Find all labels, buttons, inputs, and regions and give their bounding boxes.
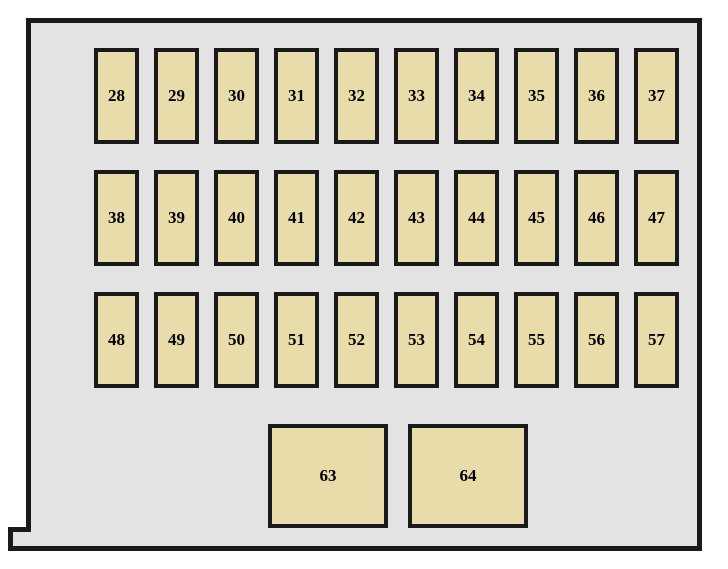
fuse-slot: 31 bbox=[274, 48, 319, 144]
fuse-slot: 29 bbox=[154, 48, 199, 144]
fuse-slot: 56 bbox=[574, 292, 619, 388]
fuse-slot: 38 bbox=[94, 170, 139, 266]
fuse-slot: 46 bbox=[574, 170, 619, 266]
fuse-box-panel: 28293031323334353637 38394041424344454647… bbox=[26, 18, 702, 551]
fuse-slot: 43 bbox=[394, 170, 439, 266]
fuse-slot: 39 bbox=[154, 170, 199, 266]
fuse-grid: 28293031323334353637 38394041424344454647… bbox=[94, 48, 679, 388]
fuse-slot: 34 bbox=[454, 48, 499, 144]
fuse-slot: 50 bbox=[214, 292, 259, 388]
fuse-slot: 49 bbox=[154, 292, 199, 388]
fuse-slot: 41 bbox=[274, 170, 319, 266]
fuse-slot: 47 bbox=[634, 170, 679, 266]
fuse-slot: 32 bbox=[334, 48, 379, 144]
fuse-slot: 48 bbox=[94, 292, 139, 388]
relay-slot: 63 bbox=[268, 424, 388, 528]
fuse-slot: 52 bbox=[334, 292, 379, 388]
fuse-slot: 33 bbox=[394, 48, 439, 144]
fuse-slot: 36 bbox=[574, 48, 619, 144]
fuse-slot: 57 bbox=[634, 292, 679, 388]
fuse-slot: 30 bbox=[214, 48, 259, 144]
fuse-slot: 44 bbox=[454, 170, 499, 266]
fuse-slot: 45 bbox=[514, 170, 559, 266]
panel-border-top bbox=[26, 18, 702, 23]
fuse-slot: 51 bbox=[274, 292, 319, 388]
fuse-slot: 42 bbox=[334, 170, 379, 266]
fuse-slot: 53 bbox=[394, 292, 439, 388]
fuse-slot: 55 bbox=[514, 292, 559, 388]
fuse-slot: 35 bbox=[514, 48, 559, 144]
fuse-slot: 28 bbox=[94, 48, 139, 144]
fuse-slot: 37 bbox=[634, 48, 679, 144]
fuse-slot: 40 bbox=[214, 170, 259, 266]
fuse-slot: 54 bbox=[454, 292, 499, 388]
fuse-row: 28293031323334353637 bbox=[94, 48, 679, 144]
panel-border-left bbox=[26, 18, 31, 532]
panel-notch bbox=[8, 527, 31, 551]
relay-row: 6364 bbox=[268, 424, 528, 528]
panel-border-bottom bbox=[31, 546, 702, 551]
fuse-row: 48495051525354555657 bbox=[94, 292, 679, 388]
relay-slot: 64 bbox=[408, 424, 528, 528]
fuse-row: 38394041424344454647 bbox=[94, 170, 679, 266]
panel-border-right bbox=[697, 18, 702, 551]
